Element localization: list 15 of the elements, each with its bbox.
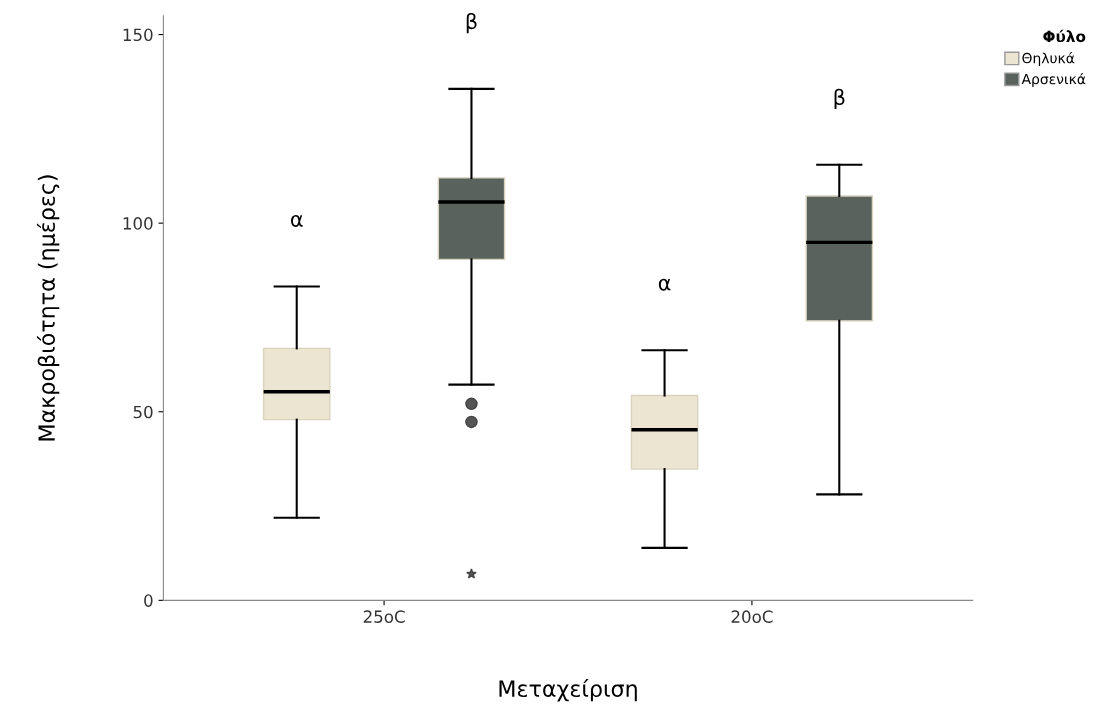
y-axis-title: Μακροβιότητα (ημέρες): [36, 175, 60, 441]
x-tick-label: 25oC: [363, 610, 405, 623]
annotation: β: [834, 88, 845, 110]
legend-title: Φύλο: [1043, 29, 1086, 43]
annotation: α: [658, 278, 671, 291]
y-tick-label: 50: [133, 405, 153, 419]
y-tick-label: 100: [123, 217, 153, 230]
legend-label: Θηλυκά: [1022, 52, 1075, 67]
annotation: α: [291, 214, 303, 227]
y-tick-label: 150: [123, 28, 153, 42]
annotation: β: [466, 13, 477, 34]
x-tick-label: 20oC: [731, 610, 773, 623]
legend-label: Αρσενικά: [1021, 73, 1086, 87]
y-tick-label: 0: [144, 594, 153, 607]
x-axis-title: Μεταχείριση: [499, 678, 637, 702]
